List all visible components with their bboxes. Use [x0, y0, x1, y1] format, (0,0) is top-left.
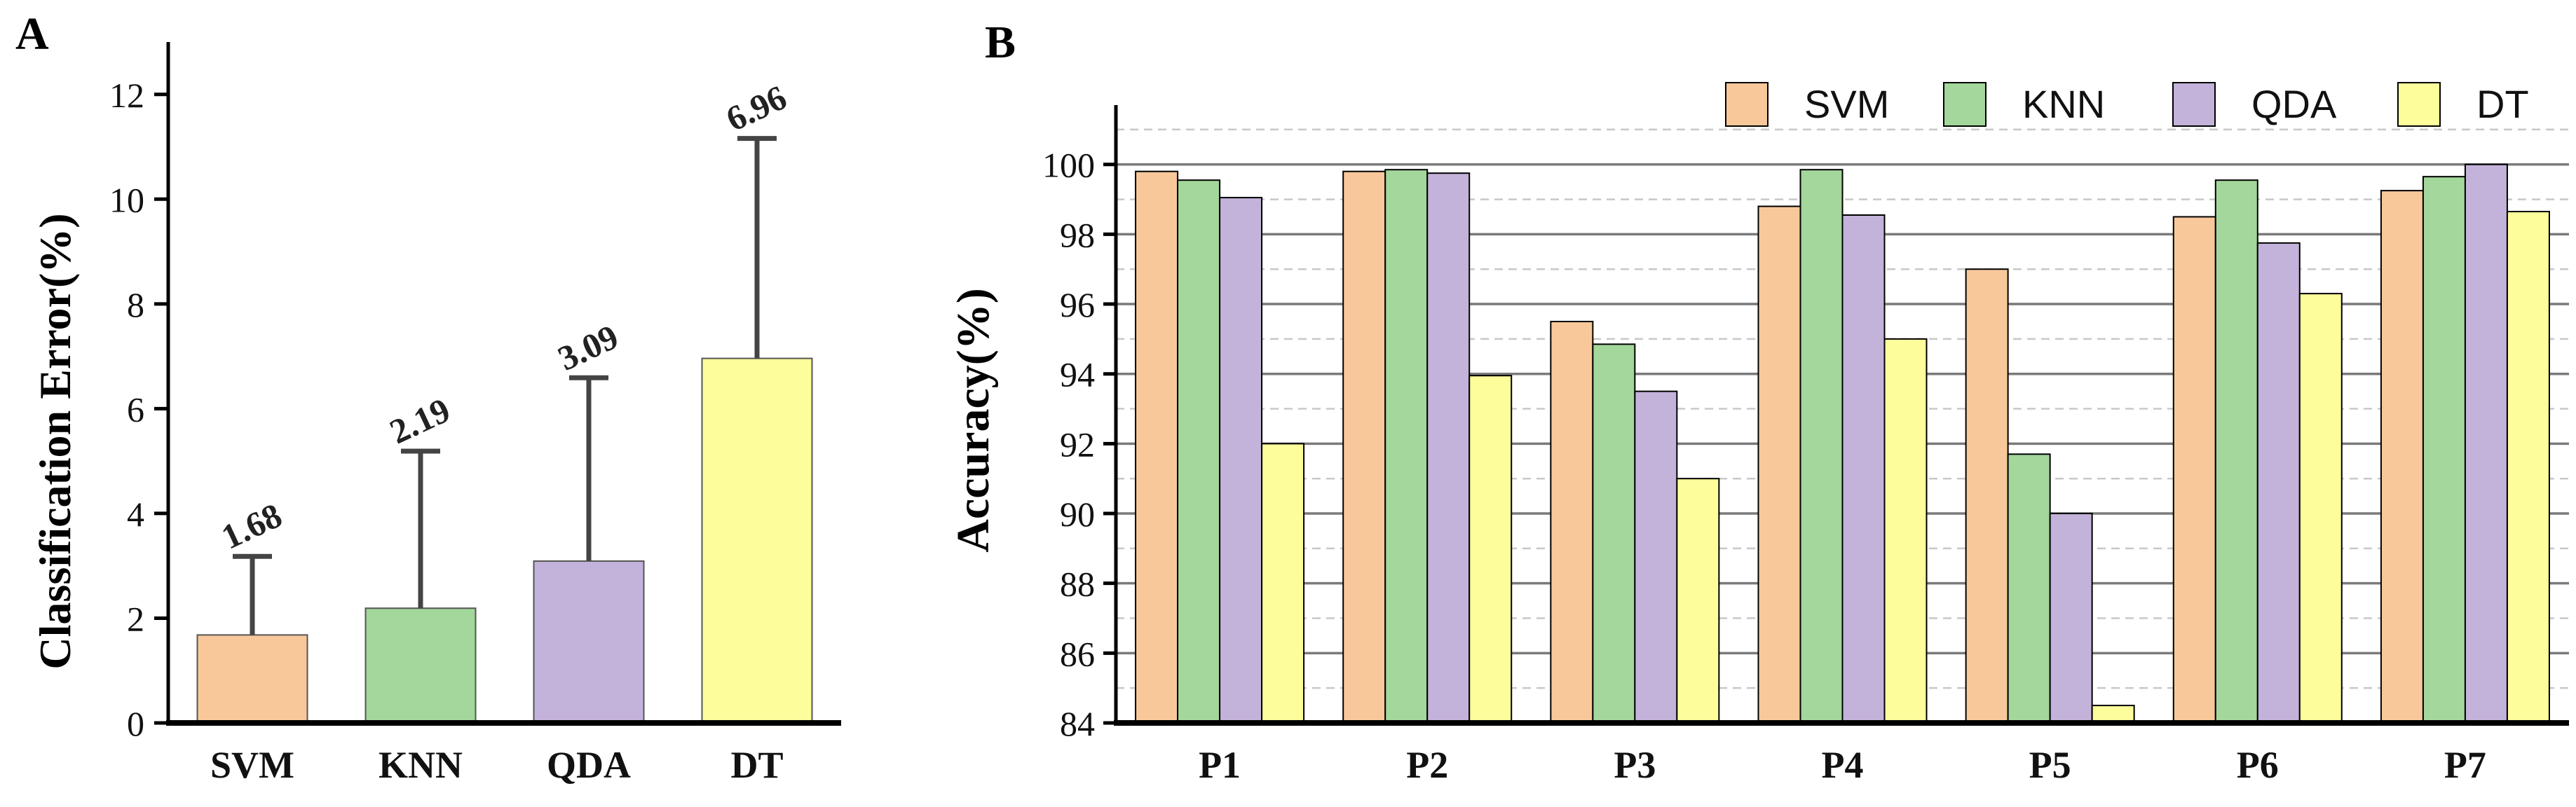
y-tick-label: 84 — [1060, 704, 1095, 743]
panel-b-y-ticks: 84 86 88 90 92 94 96 98 100 — [1042, 146, 1116, 743]
bar-p7-svm — [2380, 190, 2424, 724]
x-tick-label: P4 — [1822, 744, 1864, 786]
bar-p6-svm — [2172, 216, 2216, 724]
y-tick-label: 94 — [1060, 355, 1095, 394]
panel-a-x-ticks: SVM KNN QDA DT — [210, 744, 784, 786]
data-label-qda: 3.09 — [552, 317, 624, 378]
bar-p2-qda — [1426, 172, 1471, 724]
legend-swatch-knn — [1943, 82, 1986, 127]
y-tick-label: 6 — [127, 389, 144, 429]
x-tick-label: SVM — [210, 744, 294, 786]
x-tick-label: DT — [730, 744, 783, 786]
bar-p2-svm — [1342, 170, 1386, 724]
bar-p4-knn — [1799, 169, 1844, 724]
bar-dt — [701, 357, 813, 724]
bar-p4-svm — [1757, 205, 1801, 724]
y-tick-label: 92 — [1060, 425, 1095, 464]
y-tick-label: 100 — [1042, 146, 1095, 185]
bar-p5-qda — [2049, 513, 2093, 724]
x-tick-label: P3 — [1614, 744, 1656, 786]
bar-p6-dt — [2298, 293, 2343, 724]
bar-p4-dt — [1883, 338, 1928, 724]
panel-a-y-axis-title: Classification Error(%) — [30, 213, 80, 669]
y-tick-label: 96 — [1060, 285, 1095, 324]
panel-b-axes — [1114, 105, 2569, 726]
bar-p2-dt — [1468, 375, 1513, 724]
legend-swatch-svm — [1725, 82, 1769, 127]
data-label-dt: 6.96 — [720, 77, 792, 139]
panel-b-y-axis-title: Accuracy(%) — [948, 288, 999, 553]
bar-p2-knn — [1384, 169, 1429, 724]
panel-b-letter: B — [985, 17, 1016, 68]
legend-label-knn: KNN — [2022, 82, 2105, 126]
bar-p7-knn — [2422, 176, 2466, 724]
bar-p1-qda — [1219, 197, 1263, 724]
legend-label-svm: SVM — [1804, 82, 1889, 126]
bar-p5-svm — [1965, 268, 2009, 724]
x-tick-label: KNN — [379, 744, 463, 786]
panel-a-bars — [196, 357, 813, 724]
panel-b-x-ticks: P1 P2 P3 P4 P5 P6 P7 — [1199, 744, 2486, 786]
bar-qda — [533, 560, 645, 724]
bar-p5-dt — [2091, 705, 2135, 724]
bar-p6-qda — [2256, 242, 2301, 724]
panel-a: A Classification Error(%) 1.68 2.19 3.09 6.… — [15, 8, 841, 786]
y-tick-label: 88 — [1060, 565, 1095, 604]
legend-swatch-qda — [2172, 82, 2216, 127]
panel-b-bars — [1135, 163, 2550, 724]
x-tick-label: P6 — [2237, 744, 2279, 786]
panel-a-y-ticks: 0 2 4 6 8 10 12 — [109, 76, 168, 743]
panel-a-error-bars — [233, 136, 777, 635]
y-tick-label: 98 — [1060, 215, 1095, 254]
bar-p6-knn — [2214, 179, 2258, 724]
y-tick-label: 8 — [127, 285, 144, 324]
y-tick-label: 4 — [127, 495, 144, 534]
bar-knn — [364, 607, 477, 724]
x-tick-label: P5 — [2029, 744, 2071, 786]
bar-p3-qda — [1634, 390, 1678, 724]
x-tick-label: P1 — [1199, 744, 1241, 786]
panel-a-axes — [166, 42, 841, 726]
bar-p3-knn — [1592, 343, 1636, 724]
bar-p1-svm — [1135, 170, 1179, 724]
bar-p1-dt — [1261, 443, 1305, 724]
x-tick-label: QDA — [547, 744, 631, 786]
x-tick-label: P7 — [2444, 744, 2486, 786]
panel-a-letter: A — [15, 8, 49, 60]
legend-label-qda: QDA — [2251, 82, 2337, 126]
y-tick-label: 0 — [127, 704, 144, 743]
bar-p4-qda — [1841, 214, 1886, 724]
y-tick-label: 10 — [109, 180, 144, 219]
bar-p1-knn — [1177, 179, 1221, 724]
y-tick-label: 86 — [1060, 634, 1095, 673]
y-tick-label: 90 — [1060, 495, 1095, 534]
x-tick-label: P2 — [1406, 744, 1448, 786]
bar-p3-dt — [1676, 478, 1720, 724]
data-label-knn: 2.19 — [383, 390, 456, 452]
panel-b-legend: SVM KNN QDA DT — [1725, 82, 2529, 127]
y-tick-label: 12 — [109, 76, 144, 115]
bar-p7-dt — [2506, 211, 2550, 724]
legend-swatch-dt — [2397, 82, 2441, 127]
legend-label-dt: DT — [2476, 82, 2529, 126]
bar-p5-knn — [2007, 453, 2051, 724]
bar-svm — [196, 634, 308, 724]
bar-p3-svm — [1550, 320, 1594, 724]
data-label-svm: 1.68 — [215, 495, 287, 557]
panel-b: B Accuracy(%) 84 86 88 90 92 94 96 98 100 P1 P2 P3… — [948, 17, 2569, 786]
y-tick-label: 2 — [127, 599, 144, 638]
bar-p7-qda — [2464, 163, 2508, 724]
